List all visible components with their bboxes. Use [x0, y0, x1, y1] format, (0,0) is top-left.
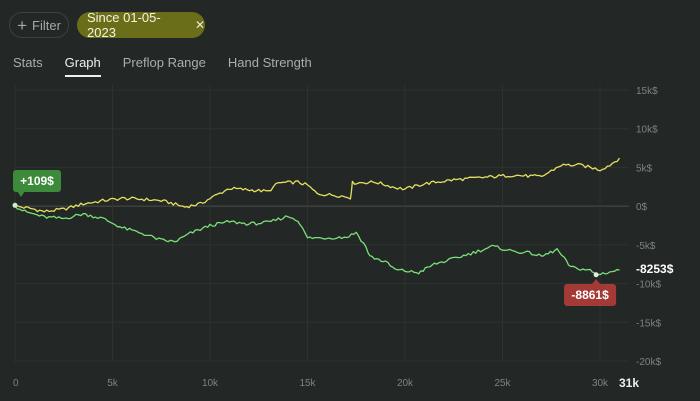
plus-icon: + — [17, 15, 28, 35]
y-tick-label: -10k$ — [636, 280, 661, 291]
y-tick-label: 5k$ — [636, 163, 653, 174]
series-line-yellow — [14, 157, 621, 213]
tab-preflop-range[interactable]: Preflop Range — [122, 55, 206, 70]
tab-stats[interactable]: Stats — [13, 55, 43, 70]
x-tick-label: 20k — [397, 378, 414, 389]
y-tick-label: -20k$ — [636, 357, 661, 368]
min-point — [593, 272, 599, 278]
start-badge-pointer — [17, 191, 25, 197]
start-point — [12, 202, 18, 208]
filter-label: Filter — [32, 17, 61, 33]
y-tick-label: -15k$ — [636, 318, 661, 329]
date-filter-chip[interactable]: Since 01-05-2023 ✕ — [77, 10, 205, 40]
x-tick-label: 15k — [299, 378, 316, 389]
tab-hand-strength[interactable]: Hand Strength — [227, 55, 312, 70]
y-tick-label: -5k$ — [636, 241, 656, 252]
start-badge-label: +109$ — [20, 174, 54, 188]
min-badge-pointer — [592, 279, 601, 284]
date-filter-label: Since 01-05-2023 — [87, 10, 161, 40]
min-badge-label: -8861$ — [571, 288, 609, 302]
filter-button[interactable]: + Filter — [9, 12, 69, 38]
min-badge — [564, 284, 617, 306]
y-tick-label: 0$ — [636, 202, 648, 213]
end-value-label: -8253$ — [636, 262, 674, 276]
start-badge — [13, 170, 61, 192]
x-tick-label: 0 — [13, 378, 19, 389]
x-tick-label: 30k — [592, 378, 609, 389]
tab-graph[interactable]: Graph — [64, 55, 101, 77]
x-tick-label: 25k — [494, 378, 511, 389]
tab-bar: Stats Graph Preflop Range Hand Strength — [13, 55, 334, 77]
series-line-green — [14, 205, 620, 276]
y-tick-label: 10k$ — [636, 125, 658, 136]
close-icon[interactable]: ✕ — [194, 18, 205, 32]
x-end-label: 31k — [619, 376, 639, 390]
y-tick-label: 15k$ — [636, 86, 658, 97]
x-tick-label: 10k — [202, 378, 219, 389]
x-tick-label: 5k — [107, 378, 119, 389]
